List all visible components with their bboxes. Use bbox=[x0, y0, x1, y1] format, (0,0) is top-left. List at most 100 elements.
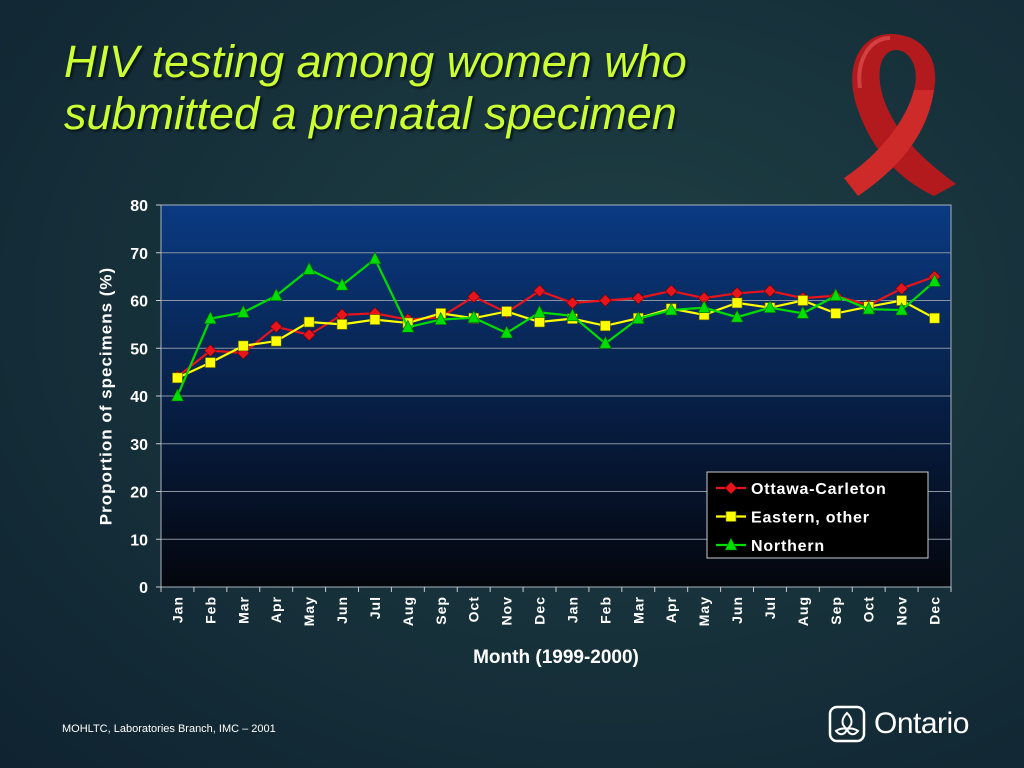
x-tick-label: Jun bbox=[334, 596, 350, 624]
data-point-eastern-other bbox=[237, 340, 249, 352]
x-tick-label: Jan bbox=[169, 596, 185, 623]
data-point-northern bbox=[236, 304, 250, 318]
data-point-eastern-other bbox=[205, 357, 216, 368]
data-point-ottawa-carleton bbox=[631, 291, 645, 305]
data-point-eastern-other bbox=[731, 297, 743, 309]
data-point-northern bbox=[598, 335, 612, 349]
data-point-northern bbox=[467, 310, 481, 323]
x-tick-label: Nov bbox=[894, 596, 910, 625]
data-point-ottawa-carleton bbox=[203, 344, 217, 358]
x-tick-label: Jul bbox=[367, 596, 383, 619]
data-point-northern bbox=[203, 310, 217, 324]
x-tick-label: Sep bbox=[433, 596, 449, 625]
legend: Ottawa-Carleton Eastern, other Northern bbox=[706, 471, 929, 559]
y-tick-label: 20 bbox=[130, 485, 148, 502]
data-point-eastern-other bbox=[303, 316, 315, 328]
data-point-northern bbox=[500, 325, 514, 339]
x-tick-label: Feb bbox=[597, 596, 613, 624]
slide-title-line-2: submitted a prenatal specimen bbox=[64, 88, 677, 139]
data-point-ottawa-carleton bbox=[467, 290, 481, 304]
data-point-eastern-other bbox=[600, 320, 611, 332]
x-tick-label: Apr bbox=[663, 596, 679, 623]
data-point-eastern-other bbox=[929, 312, 940, 324]
footer-source: MOHLTC, Laboratories Branch, IMC – 2001 bbox=[62, 723, 276, 735]
data-point-eastern-other bbox=[501, 306, 512, 317]
data-point-northern bbox=[928, 273, 942, 287]
y-tick-label: 60 bbox=[130, 294, 148, 311]
data-point-eastern-other bbox=[797, 295, 809, 306]
x-tick-label: Dec bbox=[927, 596, 943, 625]
data-point-ottawa-carleton bbox=[664, 284, 678, 298]
data-point-ottawa-carleton bbox=[895, 282, 909, 295]
y-tick-label: 70 bbox=[130, 246, 148, 263]
legend-marker bbox=[725, 511, 737, 522]
data-point-northern bbox=[434, 311, 448, 325]
data-point-northern bbox=[664, 302, 678, 316]
data-point-northern bbox=[269, 288, 283, 302]
data-point-ottawa-carleton bbox=[302, 328, 316, 342]
x-axis-label: Month (1999-2000) bbox=[473, 647, 639, 668]
slide-title-line-1: HIV testing among women who bbox=[64, 36, 687, 87]
x-tick-label: Jan bbox=[564, 596, 580, 623]
x-tick-label: Nov bbox=[499, 596, 515, 625]
x-tick-label: Aug bbox=[400, 596, 416, 626]
x-tick-label: Mar bbox=[630, 596, 646, 624]
data-point-northern bbox=[533, 304, 547, 318]
data-point-ottawa-carleton bbox=[763, 284, 777, 298]
legend-label: Eastern, other bbox=[751, 510, 870, 527]
data-point-eastern-other bbox=[830, 308, 842, 319]
data-point-northern bbox=[829, 288, 843, 302]
y-tick-label: 10 bbox=[130, 532, 148, 549]
data-point-northern bbox=[631, 310, 645, 324]
data-point-ottawa-carleton bbox=[598, 294, 612, 307]
data-point-eastern-other bbox=[369, 314, 381, 325]
legend-marker bbox=[724, 537, 738, 551]
legend-marker bbox=[724, 481, 738, 495]
legend-label: Northern bbox=[751, 538, 825, 555]
y-tick-label: 40 bbox=[130, 389, 148, 406]
data-point-eastern-other bbox=[270, 335, 282, 347]
x-axis-ticks: Jan Feb Mar Apr May Jun Jul Aug Sep Oct Nov Dec Jan F… bbox=[160, 587, 952, 626]
series-line-eastern-other bbox=[176, 299, 936, 379]
legend-box bbox=[706, 471, 929, 559]
x-tick-label: Oct bbox=[466, 596, 482, 622]
x-tick-label: Sep bbox=[828, 596, 844, 625]
x-tick-label: Oct bbox=[861, 596, 877, 622]
data-point-ottawa-carleton bbox=[269, 320, 283, 334]
data-point-eastern-other bbox=[534, 316, 545, 328]
y-tick-label: 0 bbox=[139, 580, 148, 597]
x-tick-label: Jul bbox=[762, 596, 778, 619]
data-point-eastern-other bbox=[336, 319, 348, 330]
legend-label: Ottawa-Carleton bbox=[751, 481, 887, 498]
data-point-northern bbox=[862, 301, 876, 315]
y-tick-label: 50 bbox=[130, 341, 148, 358]
data-point-northern bbox=[302, 261, 316, 275]
data-point-northern bbox=[763, 299, 777, 313]
data-point-eastern-other bbox=[172, 372, 183, 384]
ontario-brand: Ontario bbox=[828, 705, 969, 743]
x-tick-label: Dec bbox=[532, 596, 548, 625]
ontario-trillium-logo-icon bbox=[828, 705, 866, 743]
x-tick-label: Feb bbox=[202, 596, 218, 624]
data-point-northern bbox=[895, 302, 909, 316]
y-tick-label: 30 bbox=[130, 437, 148, 454]
data-point-northern bbox=[565, 308, 579, 322]
data-point-northern bbox=[730, 309, 744, 323]
x-tick-label: Mar bbox=[235, 596, 251, 624]
data-point-ottawa-carleton bbox=[533, 284, 546, 298]
data-point-northern bbox=[170, 388, 184, 402]
data-point-northern bbox=[335, 277, 349, 291]
x-tick-label: Aug bbox=[795, 596, 811, 626]
data-point-northern bbox=[401, 319, 415, 333]
y-axis-label: Proportion of specimens (%) bbox=[96, 267, 115, 525]
y-axis-ticks: 0 10 20 30 40 50 60 70 80 bbox=[130, 198, 161, 597]
brand-name: Ontario bbox=[874, 707, 969, 740]
y-tick-label: 80 bbox=[130, 198, 148, 215]
data-point-northern bbox=[368, 251, 382, 265]
slide-title: HIV testing among women who submitted a … bbox=[64, 36, 687, 140]
data-point-northern bbox=[697, 299, 711, 313]
x-tick-label: May bbox=[301, 596, 317, 626]
x-tick-label: Jun bbox=[729, 596, 745, 624]
series-group bbox=[170, 251, 942, 402]
